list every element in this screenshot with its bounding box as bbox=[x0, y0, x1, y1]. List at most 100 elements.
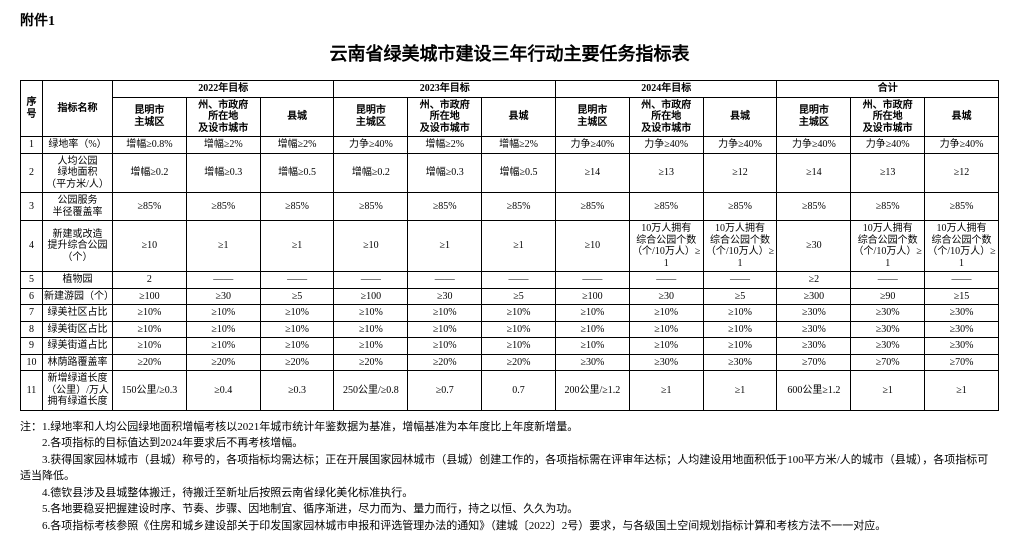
cell-value: ≥1 bbox=[925, 371, 999, 411]
cell-value: 增幅≥0.8% bbox=[113, 137, 187, 154]
cell-value: 10万人拥有 综合公园个数 （个/10万人）≥1 bbox=[703, 221, 777, 272]
table-row: 1绿地率（%）增幅≥0.8%增幅≥2%增幅≥2%力争≥40%增幅≥2%增幅≥2%… bbox=[21, 137, 999, 154]
cell-value: ≥70% bbox=[925, 354, 999, 371]
cell-value: 10万人拥有 综合公园个数 （个/10万人）≥1 bbox=[925, 221, 999, 272]
cell-value: ≥85% bbox=[703, 193, 777, 221]
cell-value: ≥12 bbox=[925, 153, 999, 193]
cell-value: ≥10% bbox=[482, 305, 556, 322]
table-row: 7绿美社区占比≥10%≥10%≥10%≥10%≥10%≥10%≥10%≥10%≥… bbox=[21, 305, 999, 322]
cell-name: 绿美街区占比 bbox=[43, 321, 113, 338]
cell-value: 力争≥40% bbox=[777, 137, 851, 154]
cell-value: 增幅≥0.2 bbox=[113, 153, 187, 193]
cell-value: ≥30% bbox=[555, 354, 629, 371]
cell-value: ≥10% bbox=[260, 338, 334, 355]
cell-value: ≥1 bbox=[629, 371, 703, 411]
cell-value: ≥10% bbox=[408, 338, 482, 355]
cell-value: 2 bbox=[113, 272, 187, 289]
cell-value: ≥30 bbox=[408, 288, 482, 305]
table-row: 3公园服务 半径覆盖率≥85%≥85%≥85%≥85%≥85%≥85%≥85%≥… bbox=[21, 193, 999, 221]
cell-value: 增幅≥0.5 bbox=[482, 153, 556, 193]
cell-value: ≥1 bbox=[851, 371, 925, 411]
cell-value: ≥30 bbox=[777, 221, 851, 272]
cell-name: 绿地率（%） bbox=[43, 137, 113, 154]
cell-value: ≥10% bbox=[260, 321, 334, 338]
cell-value: ≥10% bbox=[334, 321, 408, 338]
note-line: 3.获得国家园林城市（县城）称号的，各项指标均需达标；正在开展国家园林城市（县城… bbox=[20, 452, 999, 485]
header-group-1: 2023年目标 bbox=[334, 81, 555, 98]
cell-value: ≥10% bbox=[482, 338, 556, 355]
table-row: 10林荫路覆盖率≥20%≥20%≥20%≥20%≥20%≥20%≥30%≥30%… bbox=[21, 354, 999, 371]
cell-value: 增幅≥0.3 bbox=[408, 153, 482, 193]
cell-value: ≥1 bbox=[186, 221, 260, 272]
cell-value: ≥10% bbox=[629, 338, 703, 355]
cell-value: —— bbox=[334, 272, 408, 289]
cell-seq: 10 bbox=[21, 354, 43, 371]
cell-value: ≥20% bbox=[482, 354, 556, 371]
cell-value: ≥10% bbox=[408, 305, 482, 322]
cell-value: ≥12 bbox=[703, 153, 777, 193]
header-name: 指标名称 bbox=[43, 81, 113, 137]
table-row: 6新建游园（个）≥100≥30≥5≥100≥30≥5≥100≥30≥5≥300≥… bbox=[21, 288, 999, 305]
cell-value: ≥30% bbox=[925, 338, 999, 355]
header-sub: 州、市政府 所在地 及设市城市 bbox=[408, 97, 482, 137]
cell-value: ≥100 bbox=[555, 288, 629, 305]
cell-value: —— bbox=[260, 272, 334, 289]
cell-value: 增幅≥0.2 bbox=[334, 153, 408, 193]
cell-value: ≥5 bbox=[260, 288, 334, 305]
cell-value: ≥100 bbox=[113, 288, 187, 305]
header-sub: 昆明市 主城区 bbox=[555, 97, 629, 137]
cell-value: —— bbox=[851, 272, 925, 289]
cell-value: —— bbox=[408, 272, 482, 289]
table-row: 9绿美街道占比≥10%≥10%≥10%≥10%≥10%≥10%≥10%≥10%≥… bbox=[21, 338, 999, 355]
cell-value: ≥0.3 bbox=[260, 371, 334, 411]
cell-value: ≥100 bbox=[334, 288, 408, 305]
cell-value: ≥85% bbox=[334, 193, 408, 221]
cell-value: ≥30% bbox=[777, 338, 851, 355]
cell-value: ≥85% bbox=[777, 193, 851, 221]
table-header: 序号 指标名称 2022年目标 2023年目标 2024年目标 合计 昆明市 主… bbox=[21, 81, 999, 137]
cell-value: ≥10% bbox=[260, 305, 334, 322]
cell-value: ≥5 bbox=[482, 288, 556, 305]
cell-value: 10万人拥有 综合公园个数 （个/10万人）≥1 bbox=[629, 221, 703, 272]
cell-value: ≥85% bbox=[186, 193, 260, 221]
cell-value: 力争≥40% bbox=[555, 137, 629, 154]
cell-value: ≥10% bbox=[408, 321, 482, 338]
cell-value: ≥10% bbox=[186, 338, 260, 355]
header-sub: 县城 bbox=[925, 97, 999, 137]
cell-value: ≥10% bbox=[629, 305, 703, 322]
cell-name: 人均公园 绿地面积 （平方米/人） bbox=[43, 153, 113, 193]
cell-value: ≥20% bbox=[334, 354, 408, 371]
cell-value: 增幅≥2% bbox=[260, 137, 334, 154]
cell-value: 10万人拥有 综合公园个数 （个/10万人）≥1 bbox=[851, 221, 925, 272]
cell-value: 增幅≥2% bbox=[186, 137, 260, 154]
cell-seq: 5 bbox=[21, 272, 43, 289]
header-sub: 州、市政府 所在地 及设市城市 bbox=[851, 97, 925, 137]
cell-value: —— bbox=[482, 272, 556, 289]
indicator-table: 序号 指标名称 2022年目标 2023年目标 2024年目标 合计 昆明市 主… bbox=[20, 80, 999, 411]
cell-value: —— bbox=[703, 272, 777, 289]
table-body: 1绿地率（%）增幅≥0.8%增幅≥2%增幅≥2%力争≥40%增幅≥2%增幅≥2%… bbox=[21, 137, 999, 411]
cell-value: ≥20% bbox=[186, 354, 260, 371]
cell-value: ≥30% bbox=[925, 305, 999, 322]
cell-value: ≥10% bbox=[703, 305, 777, 322]
cell-value: —— bbox=[186, 272, 260, 289]
cell-value: ≥10% bbox=[555, 305, 629, 322]
cell-value: 力争≥40% bbox=[851, 137, 925, 154]
cell-value: ≥1 bbox=[482, 221, 556, 272]
cell-name: 新增绿道长度 （公里）/万人 拥有绿道长度 bbox=[43, 371, 113, 411]
cell-value: 增幅≥0.5 bbox=[260, 153, 334, 193]
cell-value: ≥85% bbox=[851, 193, 925, 221]
cell-name: 绿美社区占比 bbox=[43, 305, 113, 322]
cell-name: 林荫路覆盖率 bbox=[43, 354, 113, 371]
header-sub: 州、市政府 所在地 及设市城市 bbox=[629, 97, 703, 137]
cell-value: ≥30% bbox=[851, 305, 925, 322]
cell-value: ≥1 bbox=[408, 221, 482, 272]
cell-value: ≥10% bbox=[334, 338, 408, 355]
cell-value: ≥0.7 bbox=[408, 371, 482, 411]
cell-value: 600公里≥1.2 bbox=[777, 371, 851, 411]
header-sub: 县城 bbox=[703, 97, 777, 137]
cell-value: ≥0.4 bbox=[186, 371, 260, 411]
cell-name: 新建或改造 提升综合公园 （个） bbox=[43, 221, 113, 272]
cell-name: 绿美街道占比 bbox=[43, 338, 113, 355]
cell-seq: 6 bbox=[21, 288, 43, 305]
